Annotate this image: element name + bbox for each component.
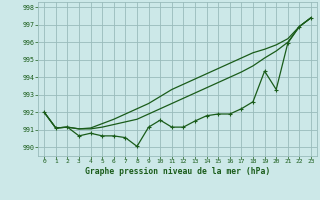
X-axis label: Graphe pression niveau de la mer (hPa): Graphe pression niveau de la mer (hPa) bbox=[85, 167, 270, 176]
